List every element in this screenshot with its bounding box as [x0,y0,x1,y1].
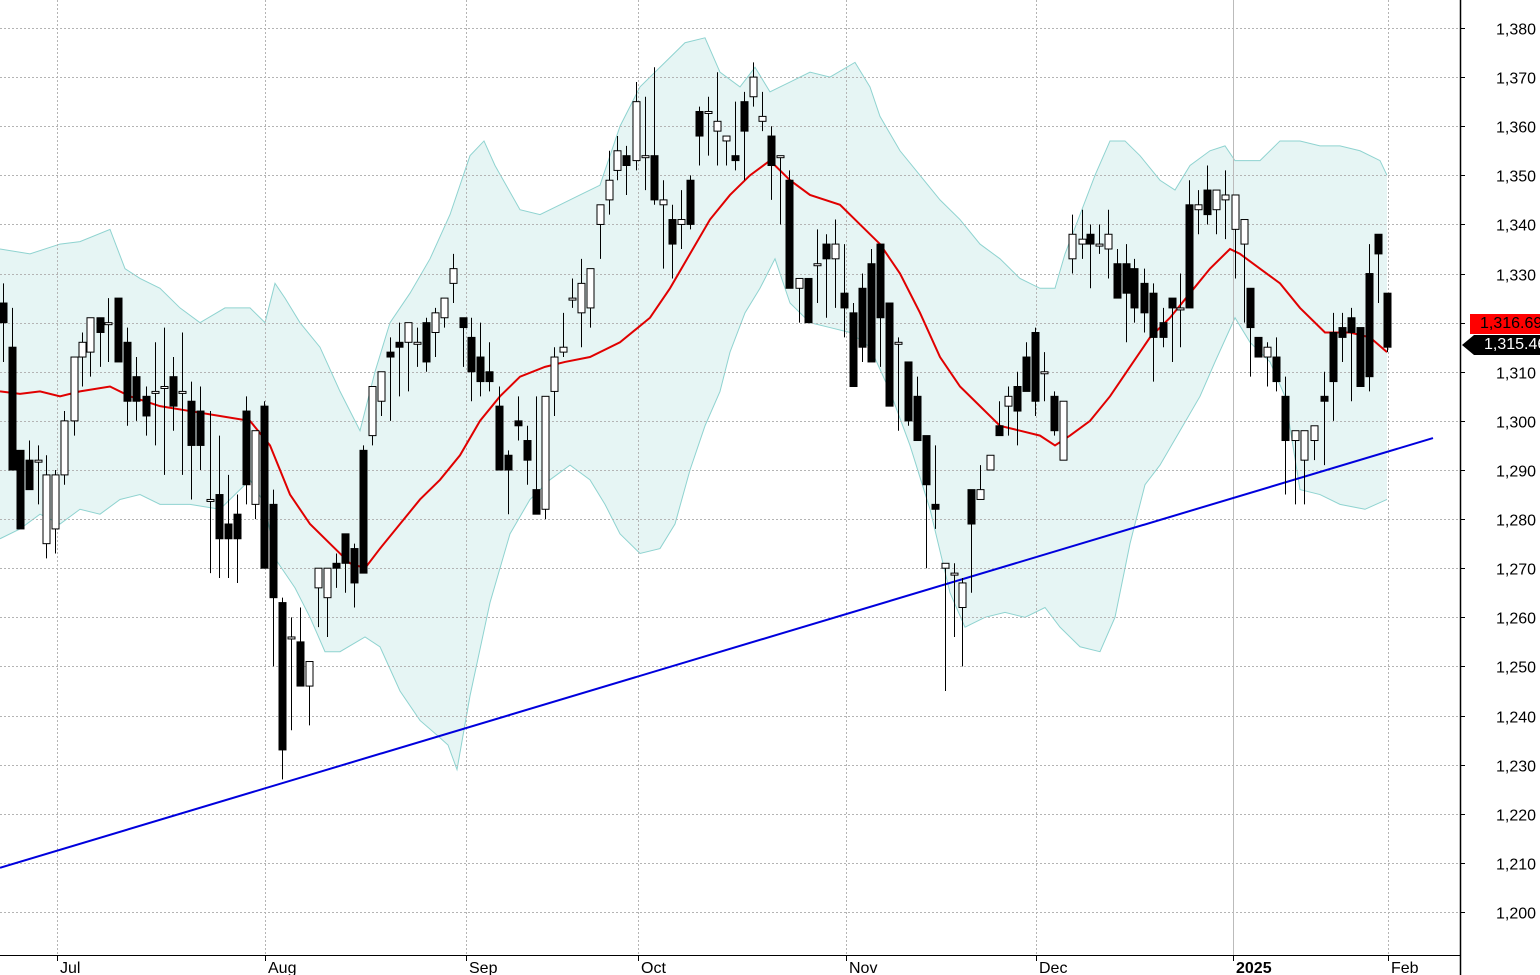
support-trendline [0,437,1434,869]
svg-text:1,330: 1,330 [1496,268,1536,285]
svg-text:Oct: Oct [641,960,666,975]
svg-text:1,300: 1,300 [1496,415,1536,432]
svg-text:1,380: 1,380 [1496,22,1536,39]
svg-text:1,250: 1,250 [1496,660,1536,677]
svg-text:1,350: 1,350 [1496,169,1536,186]
svg-text:1,210: 1,210 [1496,857,1536,874]
x-axis-ticks: Jul Aug Sep Oct Nov Dec 2025 Feb [57,955,1419,975]
svg-text:1,230: 1,230 [1496,759,1536,776]
svg-text:1,270: 1,270 [1496,562,1536,579]
svg-text:1,200: 1,200 [1496,906,1536,923]
svg-text:1,360: 1,360 [1496,120,1536,137]
svg-text:Jul: Jul [60,960,80,975]
svg-text:1,220: 1,220 [1496,808,1536,825]
axes [0,0,1462,975]
candles [0,62,1392,780]
svg-text:1,260: 1,260 [1496,611,1536,628]
svg-text:Aug: Aug [268,960,296,975]
moving-average-last-value-label: 1,316.69 [1470,314,1540,334]
svg-text:1,370: 1,370 [1496,71,1536,88]
moving-average-line [0,159,1388,570]
y-axis-ticks: 1,200 1,210 1,220 1,230 1,240 1,250 1,260 1,270… [1460,22,1536,923]
svg-text:2025: 2025 [1236,960,1272,975]
svg-text:1,340: 1,340 [1496,218,1536,235]
svg-text:1,240: 1,240 [1496,710,1536,727]
svg-text:1,280: 1,280 [1496,513,1536,530]
svg-text:Sep: Sep [469,960,498,975]
svg-text:1,290: 1,290 [1496,464,1536,481]
svg-text:Feb: Feb [1391,960,1419,975]
last-close-price-label: 1,315.46 [1474,335,1540,355]
svg-text:Nov: Nov [849,960,877,975]
svg-text:1,310: 1,310 [1496,366,1536,383]
svg-text:Dec: Dec [1039,960,1067,975]
last-price-arrow-icon [1462,335,1474,355]
